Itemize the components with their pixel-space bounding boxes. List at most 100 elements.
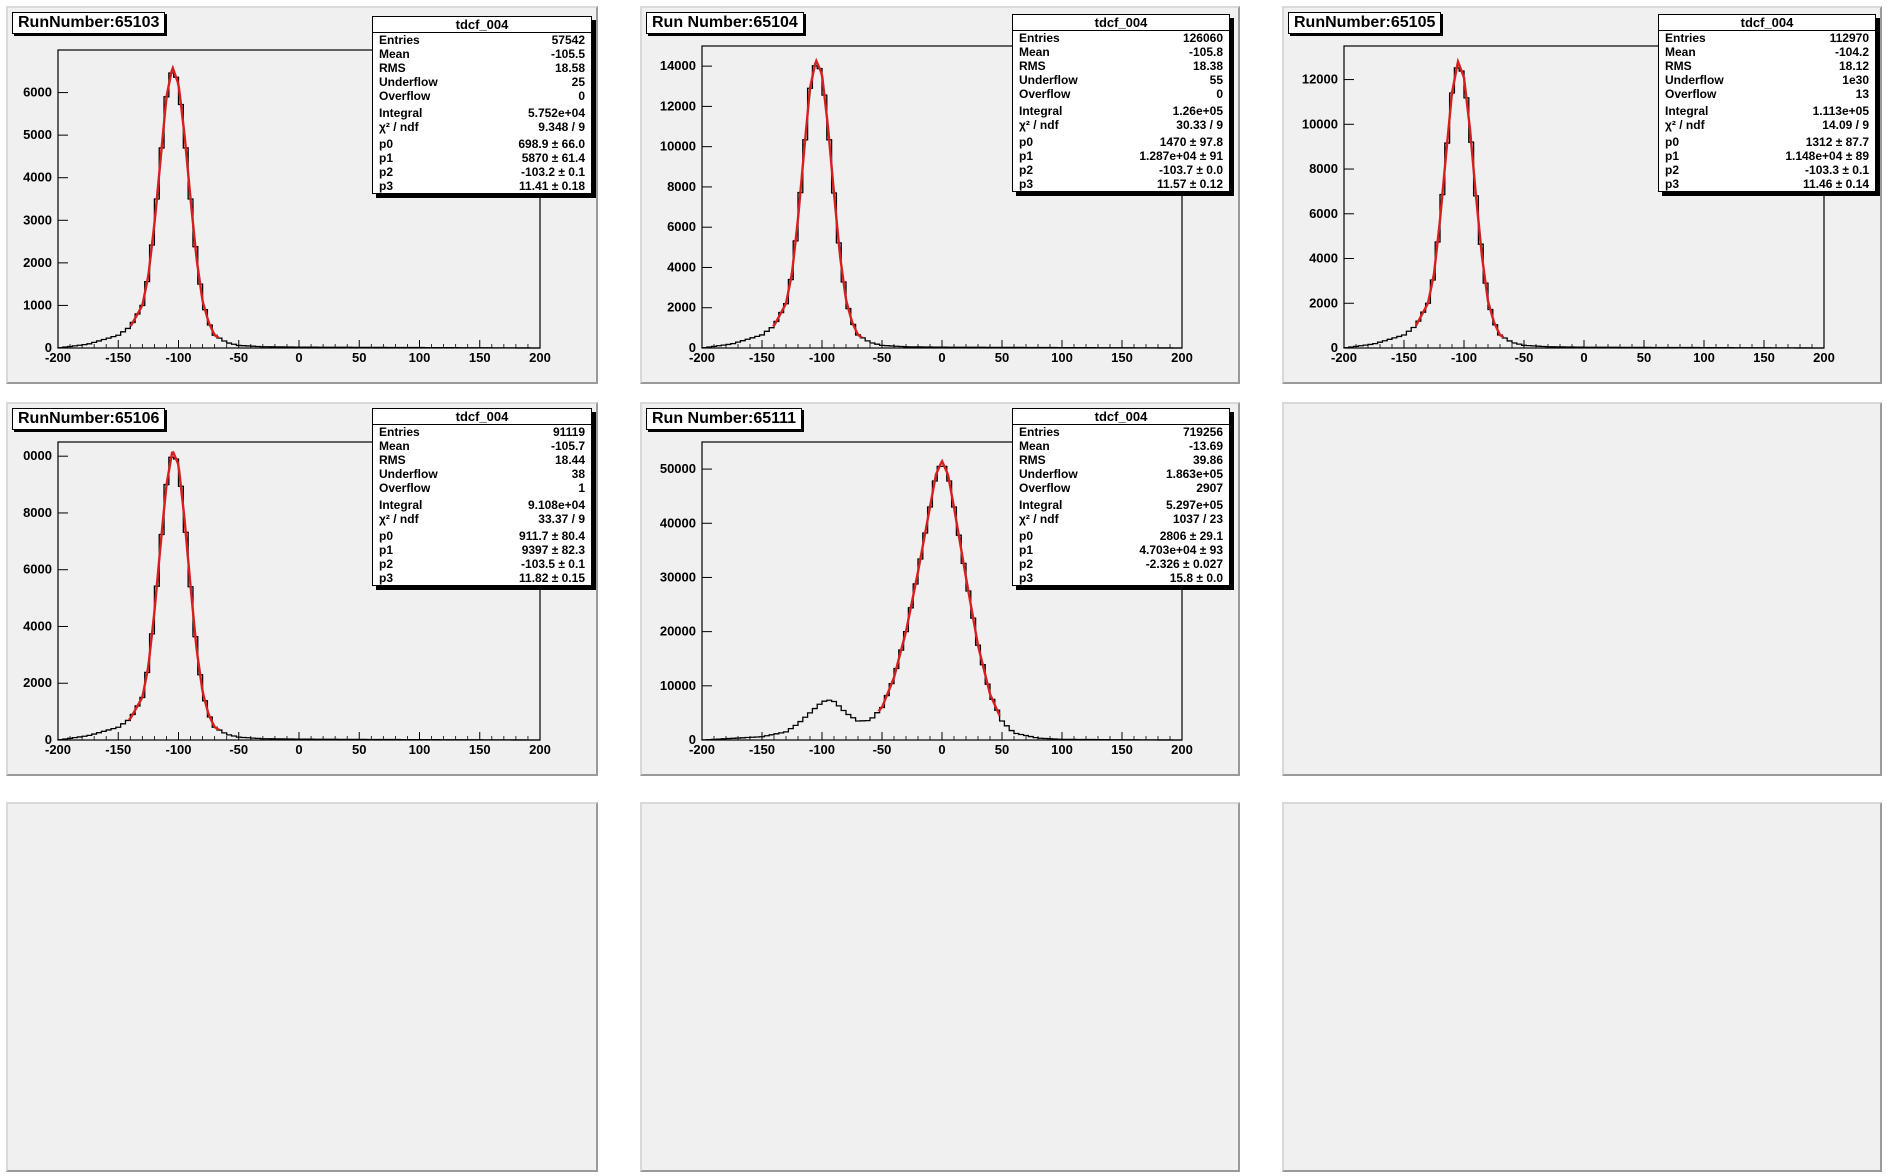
stats-value: 126060	[1182, 31, 1223, 45]
stats-value: 9.348 / 9	[538, 120, 585, 134]
stats-key: Mean	[1019, 45, 1050, 59]
stats-row: Underflow 38	[373, 467, 591, 481]
histogram-pad-1: -200 -150 -100 -50 0 50 100 150 200 0 1000 2000 3000…	[6, 6, 598, 384]
x-tick-label: 50	[995, 742, 1009, 757]
stats-value: 18.58	[554, 61, 585, 75]
stats-key: p2	[379, 165, 394, 179]
x-tick-label: 100	[409, 350, 431, 365]
stats-key: Overflow	[1019, 481, 1071, 495]
stats-value: 18.38	[1192, 59, 1223, 73]
stats-value: -103.3 ± 0.1	[1805, 163, 1869, 177]
stats-key: Mean	[1019, 439, 1050, 453]
y-tick-label: 8000	[23, 505, 52, 520]
x-tick-label: -150	[1391, 350, 1417, 365]
stats-value: -104.2	[1834, 45, 1869, 59]
stats-row: p0 2806 ± 29.1	[1013, 529, 1229, 543]
stats-value: 1470 ± 97.8	[1159, 135, 1223, 149]
y-tick-label: 6000	[23, 562, 52, 577]
stats-key: RMS	[379, 453, 406, 467]
x-tick-label: -50	[1515, 350, 1534, 365]
stats-key: Integral	[379, 106, 423, 120]
stats-row: Entries 719256	[1013, 425, 1229, 439]
stats-box: tdcf_004 Entries 91119 Mean -105.7 RMS 18.44 Un…	[372, 408, 592, 586]
stats-value: 9397 ± 82.3	[521, 543, 585, 557]
stats-value: 2806 ± 29.1	[1159, 529, 1223, 543]
x-tick-label: 200	[1171, 350, 1193, 365]
stats-row: Underflow 1.863e+05	[1013, 467, 1229, 481]
stats-row: p3 11.57 ± 0.12	[1013, 177, 1229, 191]
stats-key: p2	[379, 557, 394, 571]
stats-key: p0	[1019, 529, 1034, 543]
stats-row: Integral 5.297e+05	[1013, 498, 1229, 512]
stats-value: -103.5 ± 0.1	[521, 557, 585, 571]
stats-row: RMS 18.58	[373, 61, 591, 75]
stats-row: Mean -13.69	[1013, 439, 1229, 453]
stats-key: χ² / ndf	[379, 120, 419, 134]
stats-key: Overflow	[379, 481, 431, 495]
x-tick-label: 150	[469, 742, 491, 757]
x-tick-label: -200	[45, 350, 71, 365]
stats-key: Overflow	[1665, 87, 1717, 101]
stats-histogram-name: tdcf_004	[1013, 15, 1229, 31]
y-tick-label: 2000	[23, 675, 52, 690]
stats-value: -103.2 ± 0.1	[521, 165, 585, 179]
x-tick-label: 50	[1637, 350, 1651, 365]
stats-value: 1.113e+05	[1812, 104, 1869, 118]
y-tick-label: 10000	[1302, 116, 1338, 131]
stats-key: p3	[379, 179, 394, 193]
stats-row: χ² / ndf 30.33 / 9	[1013, 118, 1229, 132]
x-tick-label: -50	[873, 742, 892, 757]
y-tick-label: 5000	[23, 127, 52, 142]
stats-value: 91119	[552, 425, 585, 439]
stats-key: Mean	[379, 47, 410, 61]
stats-value: 25	[571, 75, 585, 89]
y-tick-label: 4000	[1309, 251, 1338, 266]
stats-key: p2	[1019, 557, 1034, 571]
stats-value: 5.297e+05	[1165, 498, 1223, 512]
stats-value: 11.82 ± 0.15	[519, 571, 585, 585]
stats-row: Overflow 0	[1013, 87, 1229, 101]
stats-row: p2 -103.2 ± 0.1	[373, 165, 591, 179]
stats-value: 15.8 ± 0.0	[1169, 571, 1223, 585]
stats-box: tdcf_004 Entries 719256 Mean -13.69 RMS 39.86 U…	[1012, 408, 1230, 586]
x-tick-label: -200	[689, 742, 715, 757]
stats-box: tdcf_004 Entries 57542 Mean -105.5 RMS 18.58 Un…	[372, 16, 592, 194]
stats-row: p1 1.148e+04 ± 89	[1659, 149, 1875, 163]
x-tick-label: -200	[689, 350, 715, 365]
x-tick-label: 200	[529, 742, 551, 757]
stats-key: p3	[1019, 571, 1034, 585]
stats-row: Overflow 0	[373, 89, 591, 103]
y-tick-label: 12000	[660, 98, 696, 113]
stats-key: χ² / ndf	[1019, 512, 1059, 526]
x-tick-label: -50	[229, 350, 248, 365]
stats-key: RMS	[1019, 453, 1046, 467]
fit-curve	[128, 450, 220, 731]
stats-value: 0	[578, 89, 585, 103]
stats-key: p1	[1665, 149, 1680, 163]
histogram-pad-4: -200 -150 -100 -50 0 50 100 150 200 0 2000 4000 6000…	[6, 402, 598, 776]
stats-row: p0 1470 ± 97.8	[1013, 135, 1229, 149]
stats-value: 39.86	[1192, 453, 1223, 467]
stats-value: 11.57 ± 0.12	[1157, 177, 1223, 191]
stats-value: 57542	[551, 33, 585, 47]
stats-row: Overflow 1	[373, 481, 591, 495]
fit-curve	[877, 458, 1001, 717]
stats-row: Integral 9.108e+04	[373, 498, 591, 512]
stats-key: χ² / ndf	[379, 512, 419, 526]
stats-row: Underflow 55	[1013, 73, 1229, 87]
stats-value: 1.863e+05	[1165, 467, 1223, 481]
empty-pad-6	[1282, 402, 1882, 776]
run-title: RunNumber:65106	[12, 408, 166, 430]
stats-value: 9.108e+04	[527, 498, 585, 512]
stats-row: p2 -103.3 ± 0.1	[1659, 163, 1875, 177]
x-tick-label: -50	[873, 350, 892, 365]
stats-histogram-name: tdcf_004	[373, 17, 591, 33]
stats-histogram-name: tdcf_004	[1659, 15, 1875, 31]
x-tick-label: 200	[529, 350, 551, 365]
stats-value: 1037 / 23	[1172, 512, 1223, 526]
stats-key: Underflow	[1665, 73, 1724, 87]
x-tick-label: -100	[165, 742, 191, 757]
stats-key: p1	[379, 151, 394, 165]
histogram-plot-2: -200 -150 -100 -50 0 50 100 150 2000200040006000…	[660, 45, 1193, 365]
stats-value: 2907	[1196, 481, 1223, 495]
